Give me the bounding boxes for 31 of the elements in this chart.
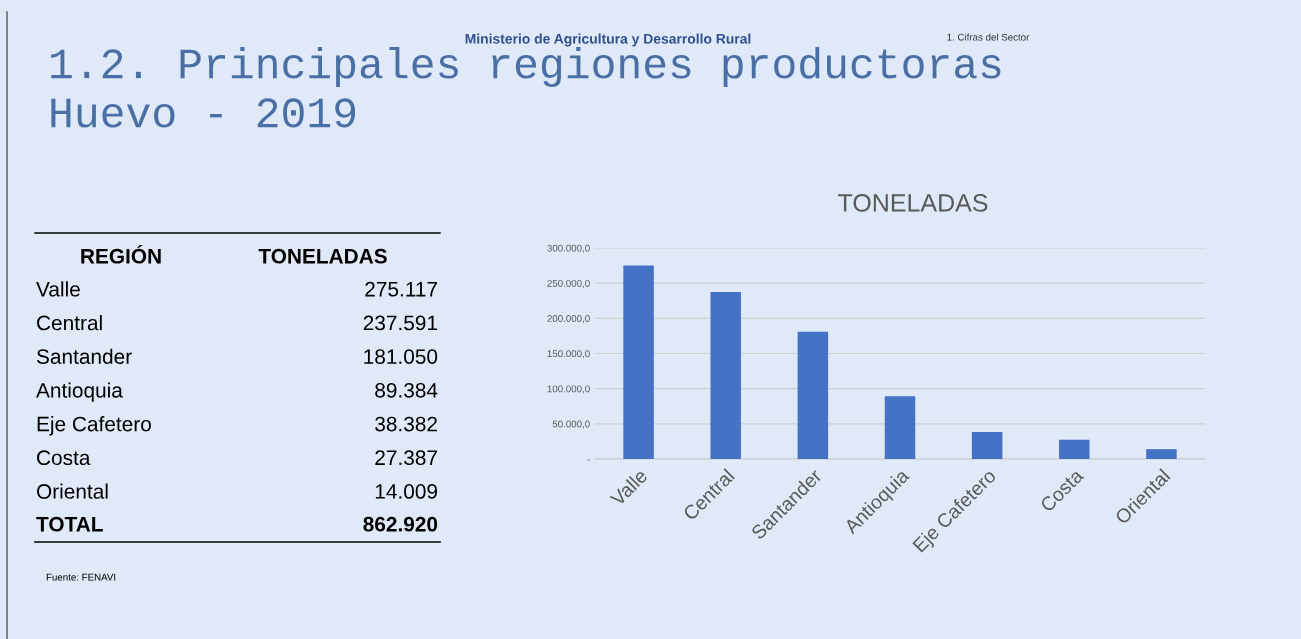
y-tick-label: 300.000,0 — [547, 244, 590, 253]
text: 27.387 — [375, 450, 437, 466]
category-label: Central — [37, 314, 102, 331]
text: Huevo - 2019 — [51, 98, 356, 128]
text: 89.384 — [375, 382, 438, 398]
text: TONELADAS — [258, 248, 387, 264]
text: TOTAL — [36, 516, 103, 532]
y-tick-label: 50.000,0 — [552, 420, 590, 429]
source-note: Fuente: FENAVI — [46, 573, 116, 581]
x-tick-label: Valle — [609, 467, 649, 507]
category-label: Antioquia — [36, 382, 123, 402]
category-label: Eje Cafetero — [37, 416, 151, 436]
y-tick-label: - — [587, 459, 590, 461]
text: 14.009 — [375, 484, 438, 499]
text: 862.920 — [363, 516, 438, 532]
text: 275.117 — [365, 281, 437, 297]
chart-title: 1.2. Principales regiones productoras — [51, 46, 1001, 88]
category-label: Costa — [37, 450, 91, 466]
text: 38.382 — [375, 416, 437, 432]
text: 1. Cifras del Sector — [947, 33, 1030, 41]
category-label: Valle — [36, 281, 80, 297]
y-tick-label: 150.000,0 — [547, 350, 590, 359]
text: Ministerio de Agricultura y Desarrollo Rural — [465, 33, 751, 47]
category-label: Santander — [36, 348, 132, 364]
y-tick-label: 200.000,0 — [547, 315, 590, 324]
text: TONELADAS — [838, 194, 988, 212]
text: 181.050 — [364, 349, 438, 364]
y-tick-label: 250.000,0 — [547, 279, 590, 288]
y-tick-label: 100.000,0 — [547, 385, 590, 394]
text: REGIÓN — [81, 244, 161, 264]
text: 237.591 — [363, 315, 437, 331]
